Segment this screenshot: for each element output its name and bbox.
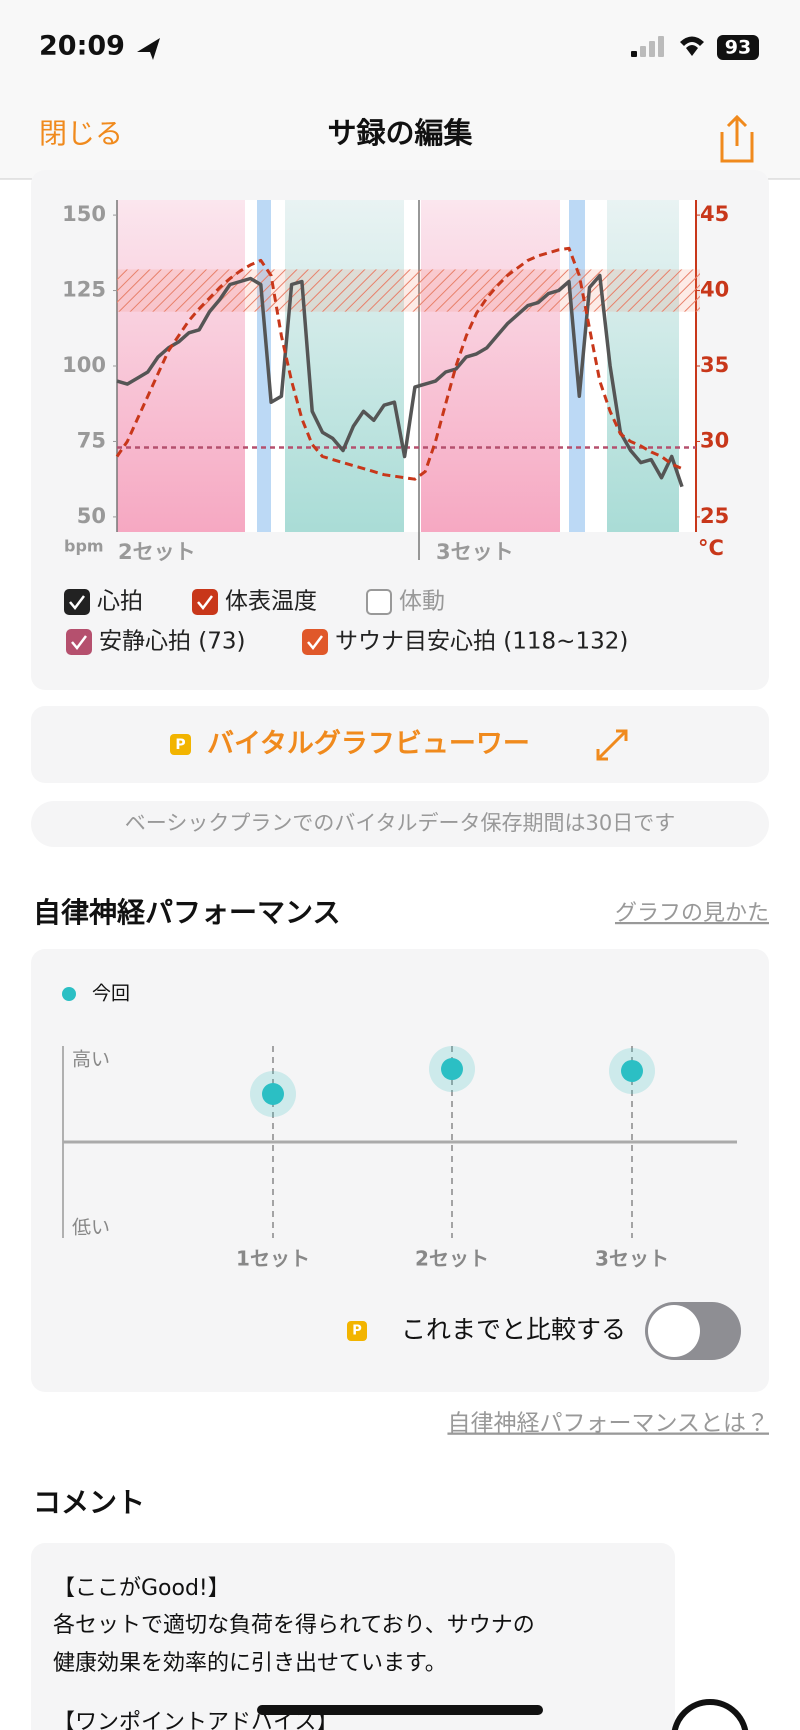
legend-checkmark xyxy=(197,595,213,611)
section-title: 自律神経パフォーマンス xyxy=(33,896,340,929)
viewer-label: バイタルグラフビューワー xyxy=(207,728,530,760)
autonomic-card xyxy=(31,949,769,1392)
premium-badge-text: P xyxy=(352,1324,362,1339)
y2-tick-label: 45 xyxy=(700,202,729,226)
expand-icon xyxy=(596,729,628,761)
header-bg xyxy=(0,0,800,179)
autonomic-chart: 今回 1セット 2セット 3セット xyxy=(62,983,737,1271)
location-icon xyxy=(137,38,160,60)
avatar xyxy=(671,1699,749,1730)
y-tick-label: 125 xyxy=(62,278,106,302)
point xyxy=(262,1083,284,1105)
legend-label: 体表温度 xyxy=(225,589,317,615)
status-time: 20:09 xyxy=(39,31,125,62)
y2-tick-label: 30 xyxy=(700,428,729,452)
y2-tick-label: 25 xyxy=(700,504,729,528)
legend-checkbox xyxy=(366,589,392,615)
x-tick-label: 2セット xyxy=(415,1247,489,1271)
nav-title: サ録の編集 xyxy=(327,116,473,150)
y-high-label: 高い xyxy=(72,1049,110,1071)
compare-toggle[interactable] xyxy=(645,1302,741,1360)
legend-checkbox xyxy=(302,629,328,655)
compare-label: これまでと比較する xyxy=(401,1315,626,1344)
legend-checkmark xyxy=(71,635,87,651)
comment-title: コメント xyxy=(33,1486,145,1519)
battery-icon xyxy=(717,35,759,60)
set-label: 2セット xyxy=(118,540,196,564)
toggle-knob xyxy=(648,1305,700,1357)
y-tick-label: 150 xyxy=(62,202,106,226)
help-link[interactable]: グラフの見かた xyxy=(615,901,769,926)
wifi-icon xyxy=(680,36,704,56)
legend-label: 体動 xyxy=(399,589,445,615)
about-link[interactable]: 自律神経パフォーマンスとは？ xyxy=(447,1411,769,1437)
legend-checkmark xyxy=(69,595,85,611)
y-low-label: 低い xyxy=(72,1217,110,1239)
viewer-button[interactable] xyxy=(31,706,769,783)
temperature-line xyxy=(115,246,683,481)
vital-chart: 50 75 100 125 150 25 30 35 40 45 xyxy=(62,202,729,528)
premium-badge xyxy=(170,734,191,755)
notice-text: ベーシックプランでのバイタルデータ保存期間は30日です xyxy=(125,811,675,835)
point xyxy=(621,1059,643,1082)
y-tick-label: 75 xyxy=(77,428,106,452)
legend-dot xyxy=(62,987,76,1001)
x-tick-label: 1セット xyxy=(236,1247,310,1271)
heart-rate-line xyxy=(116,273,684,488)
legend-label: 今回 xyxy=(92,983,130,1005)
legend-checkbox xyxy=(64,589,90,615)
signal-icon xyxy=(631,36,664,57)
legend-label: 安静心拍 (73) xyxy=(99,629,246,655)
y2-tick-label: 35 xyxy=(700,353,729,377)
comment-line: 健康効果を効率的に引き出せています。 xyxy=(53,1651,447,1676)
legend-label: サウナ目安心拍 (118~132) xyxy=(335,629,628,655)
y2-tick-label: 40 xyxy=(700,278,729,302)
comment-card xyxy=(31,1543,675,1730)
x-tick-label: 3セット xyxy=(595,1247,669,1271)
battery-level: 93 xyxy=(725,37,751,59)
legend-checkbox xyxy=(66,629,92,655)
set-label: 3セット xyxy=(436,540,514,564)
home-indicator xyxy=(257,1705,543,1715)
comment-line: 各セットで適切な負荷を得られており、サウナの xyxy=(53,1613,535,1638)
premium-badge-text: P xyxy=(175,737,185,753)
close-button[interactable]: 閉じる xyxy=(39,117,123,150)
y-tick-label: 50 xyxy=(77,504,106,528)
comment-line: 【ここがGood!】 xyxy=(53,1576,230,1601)
legend-checkbox xyxy=(192,589,218,615)
premium-badge xyxy=(347,1321,367,1341)
legend-checkmark xyxy=(307,635,323,651)
y-unit: bpm xyxy=(64,537,104,556)
legend-label: 心拍 xyxy=(97,589,143,615)
share-button[interactable] xyxy=(720,114,754,163)
point xyxy=(441,1058,463,1081)
y-tick-label: 100 xyxy=(62,353,106,377)
notice-pill xyxy=(31,801,769,847)
y2-unit: °C xyxy=(698,536,724,560)
